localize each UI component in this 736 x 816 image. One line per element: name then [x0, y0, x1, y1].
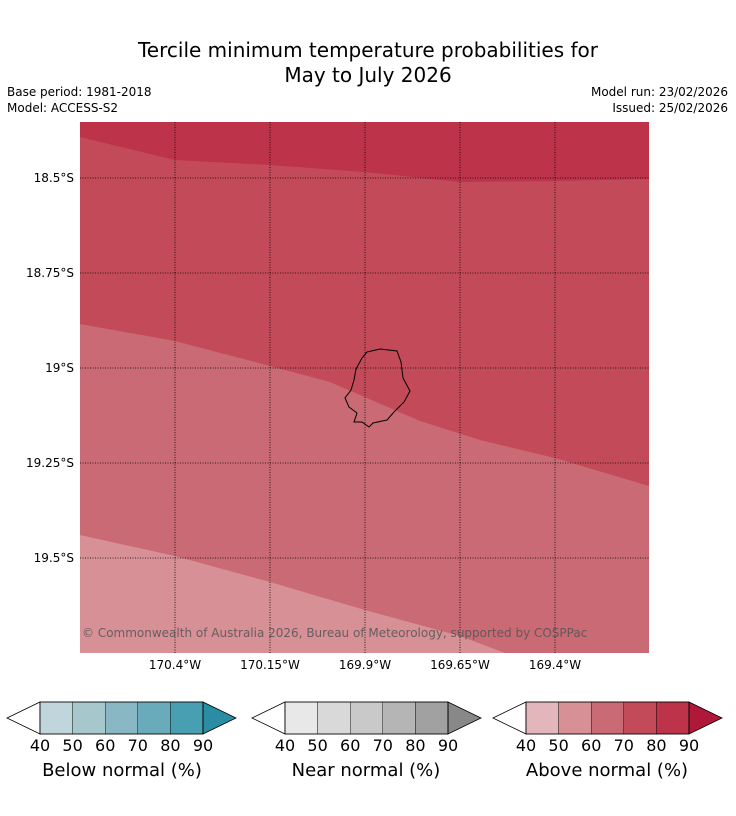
colorbar-above-tick: 50	[548, 736, 569, 755]
colorbar-near-under-arrow	[251, 701, 286, 735]
base-period: Base period: 1981-2018	[7, 85, 152, 99]
colorbar-below-over-arrow	[202, 701, 237, 735]
colorbar-below-segment	[39, 701, 73, 735]
map-canvas[interactable]: © Commonwealth of Australia 2026, Bureau…	[0, 0, 736, 700]
colorbar-near-segment	[350, 701, 384, 735]
island-outline	[344, 348, 411, 428]
colorbar-below-segment	[137, 701, 171, 735]
colorbar-below-label: Below normal (%)	[42, 760, 202, 781]
colorbar-above-tick: 40	[515, 736, 537, 755]
colorbar-above-segment	[656, 701, 690, 735]
colorbar-near-tick: 50	[307, 736, 328, 755]
colorbar-below-tick: 80	[160, 736, 181, 755]
colorbar-near-segment	[284, 701, 318, 735]
colorbar-near-segment	[382, 701, 416, 735]
meta-right: Model run: 23/02/2026 Issued: 25/02/2026	[591, 84, 728, 116]
colorbar-below-tick: 70	[127, 736, 148, 755]
colorbar-near-over-arrow	[447, 701, 482, 735]
colorbar-near-label: Near normal (%)	[291, 760, 441, 781]
colorbar-above-outline	[525, 701, 690, 735]
lon-label-169-4: 169.4°W	[528, 658, 582, 672]
lon-label-170-15: 170.15°W	[240, 658, 300, 672]
colorbar-below-tick: 50	[62, 736, 83, 755]
lat-label-18-75: 18.75°S	[26, 266, 74, 280]
model-run: Model run: 23/02/2026	[590, 85, 728, 99]
lon-label-169-9: 169.9°W	[338, 658, 392, 672]
colorbar-above-under-arrow	[492, 701, 527, 735]
model-name: Model: ACCESS-S2	[7, 101, 119, 115]
colorbar-near-tick: 80	[405, 736, 426, 755]
colorbar-near-tick: 70	[372, 736, 393, 755]
colorbar-above-label: Above normal (%)	[525, 760, 689, 781]
lon-label-169-65: 169.65°W	[430, 658, 490, 672]
colorbar-near-tick: 40	[274, 736, 296, 755]
colorbar-above-tick: 90	[678, 736, 700, 755]
meta-left: Base period: 1981-2018 Model: ACCESS-S2	[7, 84, 152, 116]
colorbar-below	[6, 701, 237, 735]
colorbar-below-segment	[72, 701, 106, 735]
colorbar-above-segment	[525, 701, 559, 735]
colorbar-above-segment	[623, 701, 657, 735]
lon-label-170-4: 170.4°W	[148, 658, 202, 672]
colorbar-below-segment	[104, 701, 138, 735]
region-above-50	[80, 535, 505, 653]
colorbar-near-tick: 90	[437, 736, 459, 755]
colorbar-below-tick: 90	[192, 736, 214, 755]
issued-date: Issued: 25/02/2026	[612, 101, 728, 115]
colorbar-near	[251, 701, 482, 735]
gridlines	[80, 122, 649, 653]
colorbar-above-tick: 80	[646, 736, 667, 755]
colorbar-above-tick: 70	[613, 736, 634, 755]
title-line-1: Tercile minimum temperature probabilitie…	[137, 38, 599, 62]
colorbar-below-tick: 60	[95, 736, 116, 755]
colorbar-near-segment	[415, 701, 449, 735]
colorbar-below-outline	[39, 701, 204, 735]
colorbar-above-tick: 60	[581, 736, 602, 755]
colorbar-below-tick: 40	[29, 736, 51, 755]
colorbar-near-tick: 60	[340, 736, 361, 755]
colorbar-near-outline	[284, 701, 449, 735]
lat-label-18-5: 18.5°S	[33, 171, 74, 185]
colorbar-above-over-arrow	[688, 701, 723, 735]
colorbar-near-segment	[317, 701, 351, 735]
colorbar-below-segment	[170, 701, 204, 735]
colorbars	[6, 701, 723, 735]
copyright-notice: © Commonwealth of Australia 2026, Bureau…	[82, 626, 587, 640]
colorbar-below-under-arrow	[6, 701, 41, 735]
lat-label-19-5: 19.5°S	[33, 551, 74, 565]
colorbar-above-segment	[558, 701, 592, 735]
lat-label-19-25: 19.25°S	[26, 456, 74, 470]
colorbar-above	[492, 701, 723, 735]
map-title: Tercile minimum temperature probabilitie…	[0, 38, 736, 88]
title-line-2: May to July 2026	[284, 63, 452, 87]
lat-label-19: 19°S	[45, 361, 74, 375]
colorbar-above-segment	[591, 701, 625, 735]
